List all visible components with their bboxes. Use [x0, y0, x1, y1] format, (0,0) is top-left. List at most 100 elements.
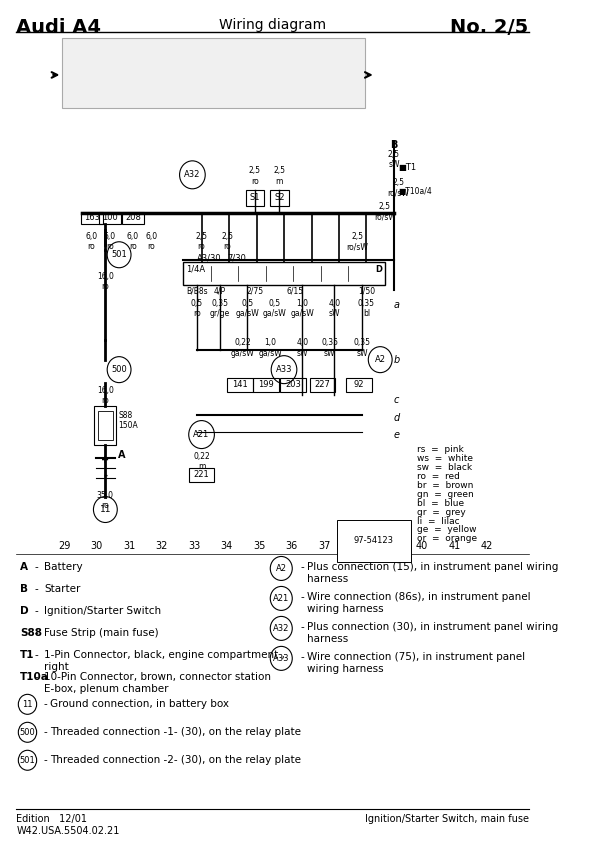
Text: A33: A33 [275, 365, 292, 374]
Text: A: A [118, 450, 126, 460]
Text: 16,0
ro: 16,0 ro [97, 272, 114, 291]
Text: -: - [300, 593, 304, 602]
Text: 1/50: 1/50 [358, 287, 375, 296]
Text: 92: 92 [354, 380, 364, 389]
Text: Plus connection (30), in instrument panel wiring
harness: Plus connection (30), in instrument pane… [307, 622, 558, 644]
Text: 6,0
ro: 6,0 ro [104, 232, 116, 251]
Text: 100: 100 [102, 213, 118, 222]
Text: 30: 30 [90, 541, 103, 552]
Text: 501: 501 [111, 250, 127, 259]
Text: -: - [35, 650, 39, 660]
Text: ■T1: ■T1 [399, 163, 416, 173]
Text: -: - [35, 562, 39, 573]
Text: -: - [300, 562, 304, 573]
Text: ■T10a/4: ■T10a/4 [399, 187, 433, 196]
Text: 221: 221 [194, 470, 209, 479]
Text: 141: 141 [232, 380, 248, 389]
Text: 0,5
ga/sW: 0,5 ga/sW [236, 299, 259, 318]
Text: S88: S88 [20, 628, 42, 638]
Text: 1/4A: 1/4A [186, 264, 205, 274]
Text: 203: 203 [285, 380, 301, 389]
Text: 2,5
ro: 2,5 ro [221, 232, 233, 251]
Text: 2,5
ro: 2,5 ro [196, 232, 208, 251]
Text: 11: 11 [22, 700, 33, 709]
Text: Wire connection (75), in instrument panel
wiring harness: Wire connection (75), in instrument pane… [307, 653, 525, 674]
Text: -: - [104, 471, 107, 481]
Text: li  =  lilac: li = lilac [417, 516, 459, 525]
Text: 0,5
ro: 0,5 ro [191, 299, 203, 318]
Text: 97-54123: 97-54123 [354, 536, 394, 546]
Bar [95, 406, 117, 445]
Text: 208: 208 [125, 213, 141, 222]
Text: 0,22
ga/sW: 0,22 ga/sW [231, 338, 255, 358]
Text: 2,5
m: 2,5 m [274, 167, 286, 186]
Text: 2,5
ro/sW: 2,5 ro/sW [387, 178, 409, 197]
Text: 0,35
sW: 0,35 sW [353, 338, 371, 358]
Text: -: - [44, 727, 48, 738]
Bar [189, 467, 214, 482]
Text: Threaded connection -1- (30), on the relay plate: Threaded connection -1- (30), on the rel… [51, 727, 302, 738]
Text: Wiring diagram: Wiring diagram [218, 18, 325, 32]
Text: 4/P: 4/P [214, 287, 226, 296]
Text: No. 2/5: No. 2/5 [450, 18, 528, 37]
Text: br  =  brown: br = brown [417, 481, 473, 489]
Text: or  =  orange: or = orange [417, 535, 477, 543]
Text: A: A [20, 562, 28, 573]
Text: Starter: Starter [44, 584, 80, 594]
Text: -: - [35, 673, 39, 682]
Text: bl  =  blue: bl = blue [417, 498, 464, 508]
Text: A21: A21 [273, 594, 289, 603]
Text: 39: 39 [383, 541, 396, 552]
Text: 2,5
sW: 2,5 sW [388, 150, 400, 169]
Text: 40: 40 [416, 541, 428, 552]
Text: B: B [390, 140, 397, 150]
Text: 500: 500 [111, 365, 127, 374]
Bar [183, 262, 385, 285]
Text: b: b [394, 354, 400, 365]
Text: B/B8s: B/B8s [186, 287, 208, 296]
Text: D: D [20, 606, 29, 616]
Text: 0,35
sW: 0,35 sW [321, 338, 339, 358]
Text: -: - [35, 584, 39, 594]
Text: Battery: Battery [44, 562, 83, 573]
Text: 0,22
m: 0,22 m [193, 451, 210, 471]
Text: +: + [101, 455, 109, 465]
Text: A2: A2 [375, 355, 386, 364]
Text: -: - [44, 755, 48, 765]
Text: 500: 500 [20, 727, 35, 737]
Text: ws  =  white: ws = white [417, 454, 473, 462]
Text: 501: 501 [20, 756, 35, 765]
Text: 16,0
ro: 16,0 ro [97, 386, 114, 405]
Text: rs  =  pink: rs = pink [417, 445, 464, 454]
Text: 6,0
ro: 6,0 ro [145, 232, 157, 251]
Text: 31: 31 [123, 541, 135, 552]
Text: 2,5
ro: 2,5 ro [249, 167, 261, 186]
Text: B: B [20, 584, 28, 594]
Text: Ignition/Starter Switch: Ignition/Starter Switch [44, 606, 161, 616]
Text: 29: 29 [58, 541, 70, 552]
Text: S1: S1 [249, 194, 260, 202]
Text: 11: 11 [99, 505, 111, 514]
Text: 4,0
sW: 4,0 sW [328, 299, 340, 318]
Text: 38: 38 [350, 541, 363, 552]
Text: S88: S88 [118, 411, 133, 419]
Text: A32: A32 [184, 170, 201, 179]
Text: T10a: T10a [20, 673, 49, 682]
Text: Threaded connection -2- (30), on the relay plate: Threaded connection -2- (30), on the rel… [51, 755, 302, 765]
Text: 0,5
ga/sW: 0,5 ga/sW [263, 299, 287, 318]
Text: S2: S2 [274, 194, 284, 202]
Text: sw  =  black: sw = black [417, 462, 472, 472]
Text: 7/30: 7/30 [227, 253, 246, 262]
Text: 10-Pin Connector, brown, connector station
E-box, plenum chamber: 10-Pin Connector, brown, connector stati… [44, 673, 271, 694]
Text: gn  =  green: gn = green [417, 489, 474, 498]
Text: 0,35
bl: 0,35 bl [358, 299, 375, 318]
Text: a: a [394, 300, 400, 310]
Text: 199: 199 [258, 380, 274, 389]
Text: 36: 36 [286, 541, 298, 552]
Text: d: d [394, 413, 400, 423]
Text: ge  =  yellow: ge = yellow [417, 525, 477, 535]
Text: 0,35
gr/ge: 0,35 gr/ge [210, 299, 230, 318]
Text: 33: 33 [188, 541, 201, 552]
Text: -: - [44, 700, 48, 709]
Text: 34: 34 [221, 541, 233, 552]
